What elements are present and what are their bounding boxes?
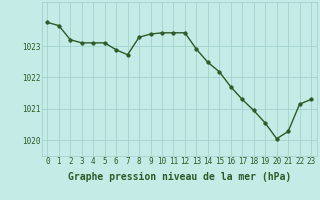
X-axis label: Graphe pression niveau de la mer (hPa): Graphe pression niveau de la mer (hPa): [68, 172, 291, 182]
